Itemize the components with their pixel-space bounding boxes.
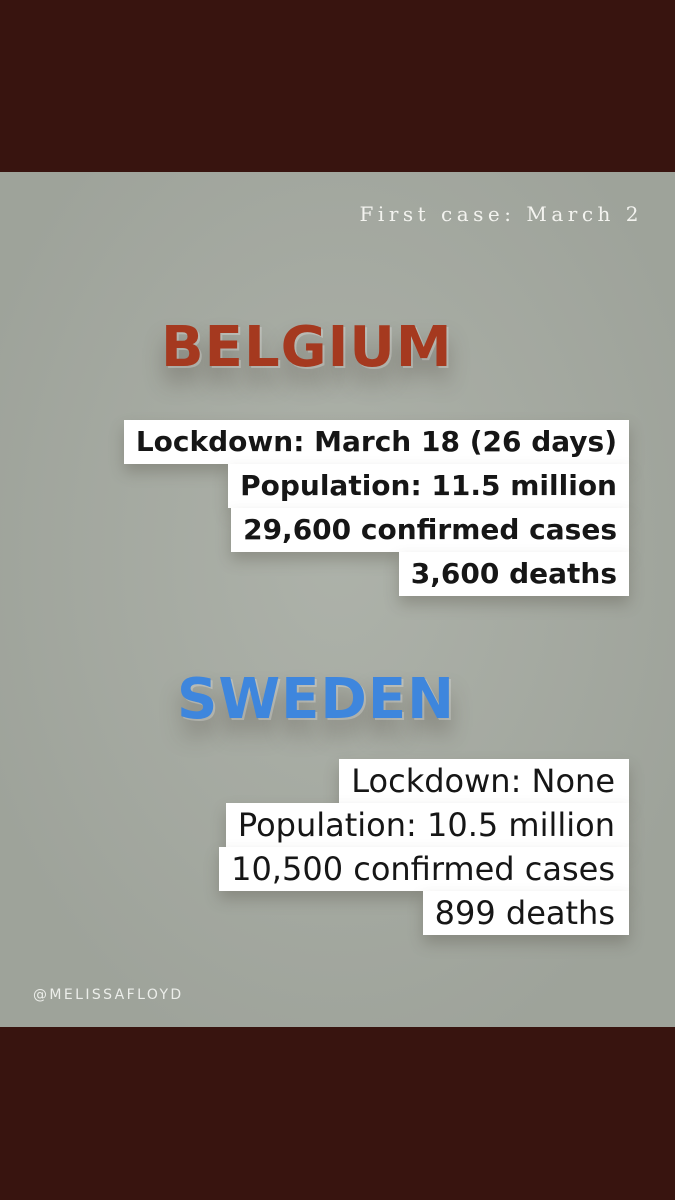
belgium-stats: Lockdown: March 18 (26 days) Population:…: [123, 420, 629, 596]
sweden-cases: 10,500 confirmed cases: [219, 847, 629, 891]
author-handle: @MELISSAFLOYD: [33, 987, 184, 1003]
first-case-label: First case: March 2: [359, 202, 643, 226]
sweden-stats: Lockdown: None Population: 10.5 million …: [219, 759, 629, 935]
sweden-title: SWEDEN: [177, 667, 455, 732]
belgium-title: BELGIUM: [161, 315, 453, 380]
belgium-population: Population: 11.5 million: [228, 464, 629, 508]
infographic-panel: First case: March 2 BELGIUM Lockdown: Ma…: [0, 172, 675, 1027]
sweden-deaths: 899 deaths: [422, 891, 629, 935]
sweden-lockdown: Lockdown: None: [339, 759, 629, 803]
belgium-deaths: 3,600 deaths: [398, 552, 629, 596]
belgium-lockdown: Lockdown: March 18 (26 days): [123, 420, 629, 464]
belgium-cases: 29,600 confirmed cases: [231, 508, 629, 552]
sweden-population: Population: 10.5 million: [225, 803, 629, 847]
